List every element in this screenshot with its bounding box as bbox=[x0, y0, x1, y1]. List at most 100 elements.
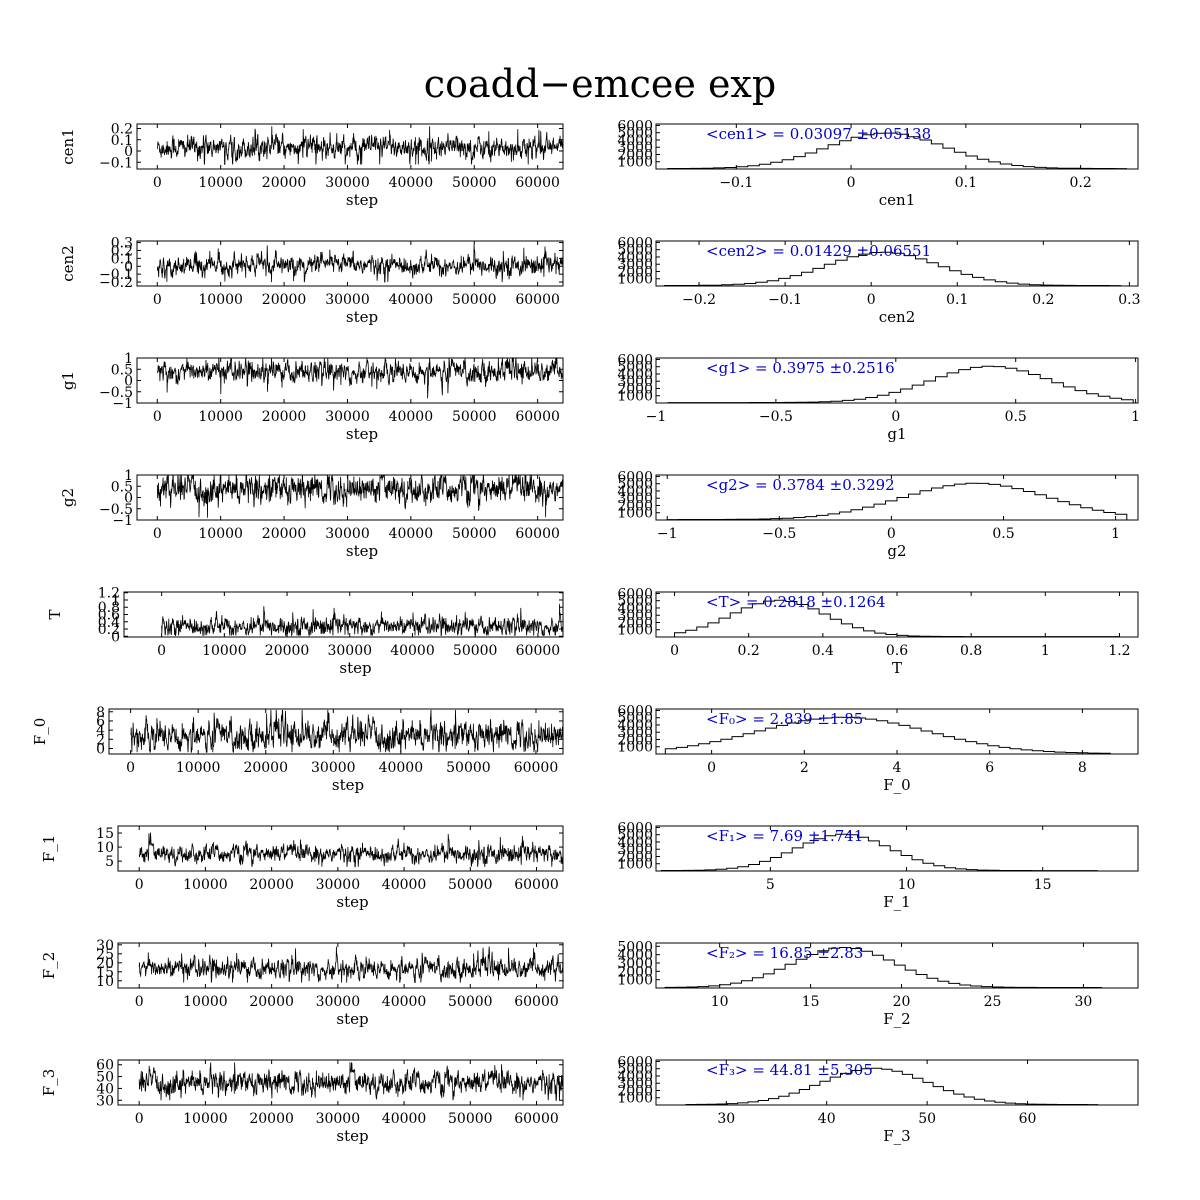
trace-F_1-xtick-label: 10000 bbox=[183, 877, 228, 893]
trace-ytick-label: −1 bbox=[112, 513, 133, 529]
hist-ytick-label: 6000 bbox=[617, 469, 653, 485]
hist-panel-cen2: −0.2 −0.1 0 0.1 0.2 0.3 1000200030004000500060… bbox=[617, 235, 1140, 326]
hist-F_0-xtick-label: 8 bbox=[1078, 760, 1087, 776]
trace-ylabel: T bbox=[46, 609, 64, 619]
trace-cen2-xtick-label: 40000 bbox=[389, 292, 434, 308]
hist-g2-xtick-label: −0.5 bbox=[762, 526, 796, 542]
trace-g1-xtick-label: 60000 bbox=[515, 409, 560, 425]
trace-cen2-xtick-label: 0 bbox=[153, 292, 162, 308]
hist-F_0-xtick-label: 4 bbox=[893, 760, 902, 776]
hist-xlabel: F_3 bbox=[883, 1127, 910, 1145]
hist-ytick-label: 5000 bbox=[617, 243, 653, 259]
trace-ytick-label: 0.8 bbox=[98, 600, 120, 616]
hist-ytick-label: 3000 bbox=[617, 956, 653, 972]
trace-cen2-xtick-label: 60000 bbox=[515, 292, 560, 308]
hist-cen2-xtick-label: −0.2 bbox=[682, 292, 716, 308]
trace-g2-xtick-label: 0 bbox=[153, 526, 162, 542]
trace-ylabel: cen2 bbox=[59, 245, 77, 281]
trace-F_2-xtick-label: 30000 bbox=[316, 994, 361, 1010]
trace-cen1-xtick-label: 0 bbox=[153, 175, 162, 191]
trace-F_2-xtick-label: 0 bbox=[135, 994, 144, 1010]
hist-steps-cen2 bbox=[664, 251, 1122, 287]
hist-ytick-label: 3000 bbox=[617, 491, 653, 507]
hist-stat-label: <g1> = 0.3975 ±0.2516 bbox=[706, 359, 895, 377]
trace-F_1-xtick-label: 30000 bbox=[316, 877, 361, 893]
hist-ytick-label: 3000 bbox=[617, 608, 653, 624]
hist-ytick-label: 4000 bbox=[617, 133, 653, 149]
trace-cen2-xtick-label: 50000 bbox=[452, 292, 497, 308]
hist-xlabel: F_2 bbox=[883, 1010, 910, 1028]
hist-frame-F_1 bbox=[655, 825, 1139, 872]
trace-ytick-label: 0.1 bbox=[111, 133, 133, 149]
hist-ytick-label: 1000 bbox=[617, 623, 653, 639]
trace-xlabel: step bbox=[346, 542, 378, 560]
trace-line-F_2 bbox=[138, 946, 564, 983]
hist-steps-g2 bbox=[666, 482, 1128, 521]
trace-cen1-xtick-label: 30000 bbox=[325, 175, 370, 191]
hist-steps-g1 bbox=[667, 365, 1134, 404]
trace-T-xtick-label: 50000 bbox=[453, 643, 498, 659]
hist-steps-F_2 bbox=[664, 947, 1103, 988]
hist-ytick-label: 1000 bbox=[617, 155, 653, 171]
trace-line-F_3 bbox=[138, 1062, 564, 1101]
trace-F_0-xtick-label: 60000 bbox=[514, 760, 559, 776]
hist-ytick-label: 1000 bbox=[617, 272, 653, 288]
trace-ytick-label: 0.2 bbox=[111, 243, 133, 259]
hist-ytick-label: 2000 bbox=[617, 147, 653, 163]
trace-line-g2 bbox=[156, 474, 564, 518]
trace-F_0-xtick-label: 40000 bbox=[379, 760, 424, 776]
hist-stat-label: <F₁> = 7.69 ±1.741 bbox=[706, 827, 863, 845]
trace-cen2-xtick-label: 10000 bbox=[198, 292, 243, 308]
trace-ytick-label: −0.2 bbox=[99, 275, 133, 291]
trace-line-F_0 bbox=[130, 709, 564, 753]
hist-ytick-label: 5000 bbox=[617, 939, 653, 955]
trace-cen1-xtick-label: 50000 bbox=[452, 175, 497, 191]
trace-g1-xtick-label: 40000 bbox=[389, 409, 434, 425]
trace-g2-xtick-label: 60000 bbox=[515, 526, 560, 542]
trace-ylabel: F_1 bbox=[40, 835, 58, 862]
hist-frame-g2 bbox=[655, 474, 1139, 521]
hist-ytick-label: 5000 bbox=[617, 828, 653, 844]
hist-F_0-xtick-label: 0 bbox=[707, 760, 716, 776]
hist-cen1-xtick-label: 0.1 bbox=[955, 175, 977, 191]
trace-ytick-label: 0.2 bbox=[98, 622, 120, 638]
hist-ytick-label: 4000 bbox=[617, 601, 653, 617]
trace-ylabel: cen1 bbox=[59, 128, 77, 164]
trace-panel-g2: 0 10000 20000 30000 40000 50000 6000010.50−0.5… bbox=[59, 468, 564, 560]
hist-g2-xtick-label: 0 bbox=[887, 526, 896, 542]
trace-line-g1 bbox=[156, 357, 564, 399]
trace-g1-xtick-label: 10000 bbox=[198, 409, 243, 425]
hist-ytick-label: 2000 bbox=[617, 849, 653, 865]
trace-T-xtick-label: 40000 bbox=[390, 643, 435, 659]
hist-ytick-label: 2000 bbox=[617, 498, 653, 514]
hist-cen2-xtick-label: 0 bbox=[867, 292, 876, 308]
trace-frame-cen2 bbox=[136, 240, 564, 287]
hist-F_3-xtick-label: 30 bbox=[717, 1111, 735, 1127]
trace-frame-cen1 bbox=[136, 123, 564, 170]
trace-T-xtick-label: 0 bbox=[157, 643, 166, 659]
hist-ytick-label: 4000 bbox=[617, 835, 653, 851]
hist-F_2-xtick-label: 30 bbox=[1075, 994, 1093, 1010]
hist-ytick-label: 1000 bbox=[617, 506, 653, 522]
trace-g1-xtick-label: 50000 bbox=[452, 409, 497, 425]
hist-ytick-label: 4000 bbox=[617, 948, 653, 964]
trace-panel-T: 0 10000 20000 30000 40000 50000 600001.210.80.… bbox=[46, 586, 564, 677]
trace-ylabel: F_2 bbox=[40, 952, 58, 979]
trace-ytick-label: −0.1 bbox=[99, 267, 133, 283]
hist-frame-cen2 bbox=[655, 240, 1139, 287]
hist-ytick-label: 2000 bbox=[617, 732, 653, 748]
hist-T-xtick-label: 1.2 bbox=[1108, 643, 1130, 659]
trace-F_2-xtick-label: 40000 bbox=[382, 994, 427, 1010]
trace-ytick-label: 10 bbox=[96, 974, 114, 990]
hist-F_1-xtick-label: 5 bbox=[766, 877, 775, 893]
hist-ytick-label: 3000 bbox=[617, 725, 653, 741]
trace-line-F_1 bbox=[138, 832, 564, 868]
hist-ytick-label: 3000 bbox=[617, 842, 653, 858]
hist-ytick-label: 5000 bbox=[617, 711, 653, 727]
trace-F_1-xtick-label: 0 bbox=[135, 877, 144, 893]
hist-F_1-xtick-label: 15 bbox=[1034, 877, 1052, 893]
